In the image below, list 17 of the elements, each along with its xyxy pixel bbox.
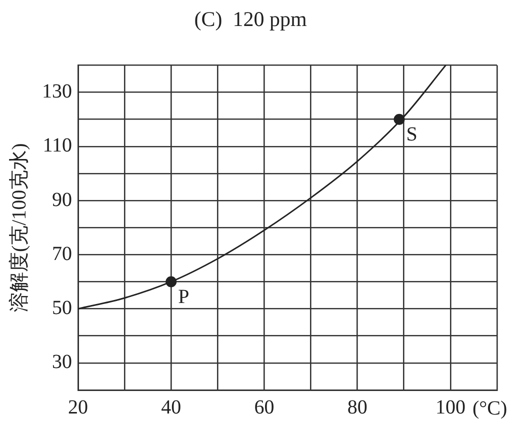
- y-tick-label: 30: [52, 351, 72, 374]
- x-tick-label: 80: [347, 396, 368, 418]
- y-tick-label: 70: [52, 242, 72, 265]
- y-tick-label: 90: [52, 188, 72, 211]
- x-tick-label: 40: [161, 396, 182, 418]
- y-tick-label: 110: [42, 134, 72, 157]
- x-tick-label: 60: [254, 396, 274, 418]
- line-series: [78, 65, 447, 310]
- x-tick-label: 100: [435, 396, 466, 418]
- y-tick-label: 50: [52, 297, 72, 320]
- annotation: S: [406, 124, 418, 146]
- y-tick-label: 130: [42, 80, 72, 103]
- x-tick-label: 20: [68, 396, 88, 418]
- y-axis-title: 溶解度(克/100克水): [8, 143, 30, 312]
- annotation: P: [178, 286, 190, 308]
- chart-title: (C) 120 ppm: [194, 7, 307, 32]
- x-axis-title: (°C): [472, 397, 508, 420]
